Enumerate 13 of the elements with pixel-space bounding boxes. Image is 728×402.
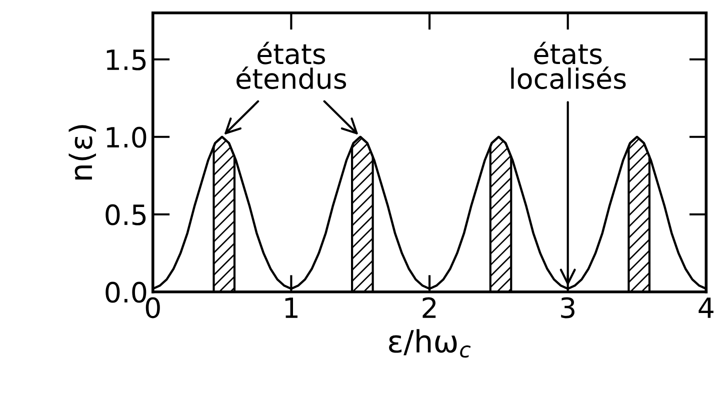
x-tick-label: 4 [698, 298, 714, 318]
annotation: états localisés [511, 42, 626, 90]
y-tick-label: 0.5 [106, 204, 146, 226]
annotation: états étendus [236, 42, 346, 90]
y-tick-label: 1.5 [106, 50, 146, 70]
x-tick-label: 1 [285, 298, 298, 318]
x-tick-label: 2 [422, 297, 436, 318]
y-tick-label: 0.0 [106, 282, 146, 303]
x-tick-label: 3 [561, 297, 574, 318]
x-tick-label: 0 [146, 297, 160, 318]
y-tick-label: 1.0 [106, 126, 146, 148]
y-axis-title: n(ε) [68, 125, 96, 180]
x-axis-title: ε/hω$_{c}$ [389, 329, 471, 358]
